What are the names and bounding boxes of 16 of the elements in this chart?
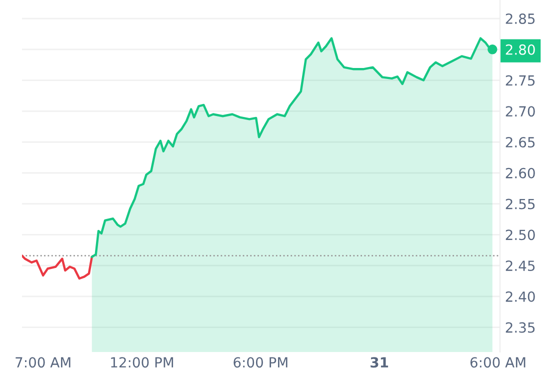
y-tick-label: 2.35 [506, 322, 535, 333]
y-tick-label: 2.60 [506, 168, 535, 178]
x-tick-label: 6:00 PM [234, 357, 288, 368]
y-tick-label: 2.65 [506, 137, 535, 148]
x-tick-label: 31 [370, 357, 388, 368]
y-tick-label: 2.85 [506, 13, 535, 24]
y-tick-label: 2.45 [506, 260, 535, 272]
y-tick-label: 2.75 [506, 75, 535, 86]
x-tick-label: 12:00 PM [111, 357, 174, 368]
y-tick-label: 2.40 [506, 291, 535, 302]
x-tick-label: 6:00 AM [470, 357, 526, 368]
y-tick-label: 2.70 [506, 106, 535, 117]
y-tick-label: 2.50 [506, 230, 535, 240]
y-tick-label: 2.80 [506, 44, 535, 55]
y-tick-label: 2.55 [506, 198, 535, 210]
x-tick-label: 7:00 AM [16, 357, 70, 368]
